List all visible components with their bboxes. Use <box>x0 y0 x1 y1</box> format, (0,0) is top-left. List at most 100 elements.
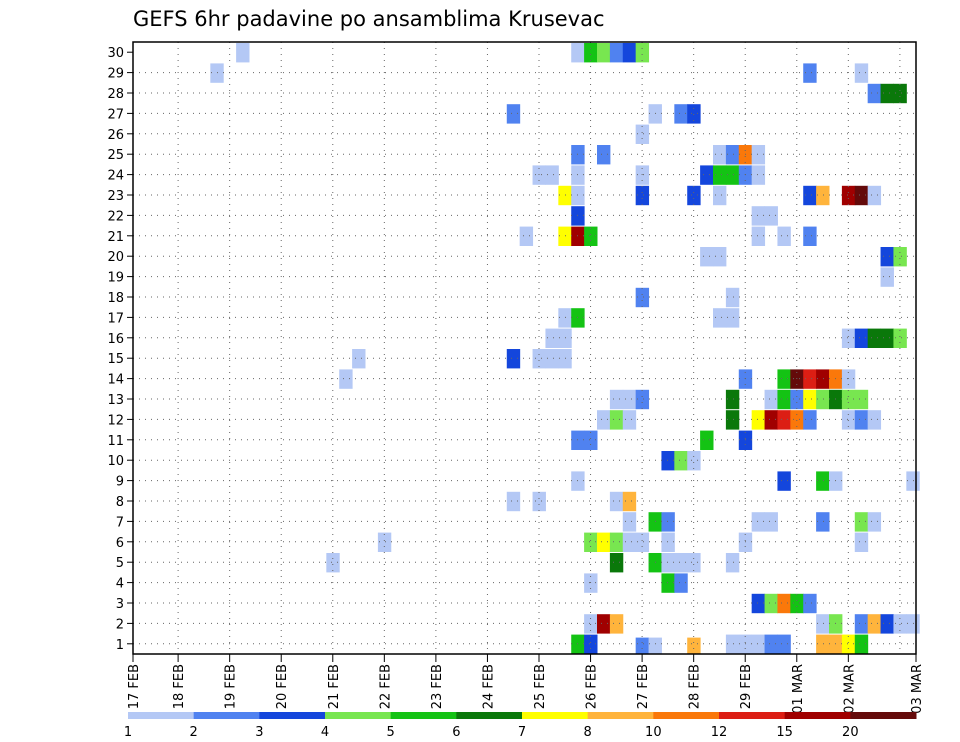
heatmap-cell <box>674 553 688 573</box>
heatmap-cell <box>880 267 894 287</box>
legend-label: 3 <box>255 725 263 740</box>
heatmap-cell <box>687 104 701 124</box>
y-tick-label: 28 <box>107 87 124 102</box>
x-tick-label: 25 FEB <box>533 664 548 709</box>
heatmap-cell <box>635 165 650 185</box>
heatmap-cell <box>803 226 817 246</box>
heatmap-cell <box>635 185 650 206</box>
heatmap-cell <box>880 614 894 634</box>
heatmap-cell <box>854 185 869 206</box>
heatmap-cell <box>674 573 688 593</box>
legend-swatch <box>456 712 523 719</box>
legend-label: 12 <box>711 725 728 740</box>
heatmap-cell <box>545 349 559 369</box>
x-tick-label: 22 FEB <box>378 664 393 709</box>
heatmap-cell <box>867 512 882 532</box>
heatmap-cell <box>687 451 701 471</box>
heatmap-cell <box>545 328 559 348</box>
legend-swatch <box>587 712 654 719</box>
heatmap-cell <box>532 165 546 185</box>
heatmap-cell <box>777 389 791 410</box>
heatmap-cell <box>584 226 598 246</box>
heatmap-cell <box>867 410 882 430</box>
heatmap-cell <box>674 451 688 471</box>
heatmap-cell <box>893 614 907 634</box>
heatmap-cell <box>377 532 392 552</box>
y-tick-label: 23 <box>107 189 124 204</box>
y-tick-label: 2 <box>116 617 124 632</box>
y-tick-label: 16 <box>107 332 124 347</box>
heatmap-cell <box>816 185 830 206</box>
heatmap-cell <box>584 634 598 654</box>
legend-swatch <box>259 712 326 719</box>
y-tick-label: 3 <box>116 597 124 612</box>
y-tick-label: 20 <box>107 250 124 265</box>
legend-swatch <box>325 712 392 719</box>
legend-label: 6 <box>452 725 460 740</box>
heatmap-cell <box>725 553 740 573</box>
y-tick-label: 21 <box>107 230 124 245</box>
heatmap-cell <box>816 634 830 654</box>
heatmap-cell <box>725 389 740 410</box>
y-tick-label: 6 <box>116 536 124 551</box>
heatmap-cell <box>893 83 907 104</box>
heatmap-cell <box>558 308 572 328</box>
heatmap-cell <box>751 593 766 614</box>
heatmap-cell <box>854 328 869 348</box>
heatmap-cell <box>751 634 766 654</box>
heatmap-cell <box>751 206 766 226</box>
legend-label: 20 <box>842 725 859 740</box>
heatmap-cell <box>816 512 830 532</box>
heatmap-cell <box>713 308 727 328</box>
x-tick-label: 20 FEB <box>275 664 290 709</box>
heatmap-cell <box>609 532 624 552</box>
heatmap-cell <box>687 637 701 654</box>
legend-swatch <box>522 712 589 719</box>
heatmap-cell <box>661 512 675 532</box>
x-tick-label: 18 FEB <box>172 664 187 709</box>
legend-swatch <box>128 712 195 719</box>
heatmap-cell <box>725 287 740 308</box>
heatmap-cell <box>854 63 869 83</box>
y-tick-label: 15 <box>107 352 124 367</box>
heatmap-cell <box>725 410 740 430</box>
heatmap-cell <box>584 532 598 552</box>
heatmap-cell <box>841 410 856 430</box>
heatmap-cell <box>326 553 340 573</box>
heatmap-cell <box>725 634 740 654</box>
heatmap-cell <box>713 145 727 165</box>
heatmap-cell <box>790 593 804 614</box>
heatmap-cell <box>713 165 727 185</box>
heatmap-cell <box>880 83 894 104</box>
heatmap-cell <box>880 328 894 348</box>
heatmap-cell <box>713 247 727 267</box>
heatmap-cell <box>854 532 869 552</box>
heatmap-cell <box>764 634 778 654</box>
heatmap-cell <box>751 410 766 430</box>
x-tick-label: 27 FEB <box>636 664 651 709</box>
legend-swatch <box>719 712 786 719</box>
heatmap-cell <box>661 553 675 573</box>
heatmap-cell <box>622 532 637 552</box>
heatmap-cell <box>597 43 611 63</box>
x-tick-label: 26 FEB <box>585 664 600 709</box>
legend-label: 1 <box>124 725 132 740</box>
heatmap-cell <box>609 389 624 410</box>
heatmap-cell <box>880 247 894 267</box>
y-tick-label: 4 <box>116 577 124 592</box>
heatmap-cell <box>867 83 882 104</box>
heatmap-cell <box>841 369 856 389</box>
heatmap-cell <box>571 43 585 63</box>
heatmap-cell <box>854 512 869 532</box>
heatmap-cell <box>764 206 778 226</box>
heatmap-cell <box>841 185 856 206</box>
heatmap-cell <box>584 614 598 634</box>
heatmap-cell <box>571 308 585 328</box>
legend-swatch <box>850 712 917 719</box>
y-tick-label: 7 <box>116 515 124 530</box>
y-tick-label: 17 <box>107 311 124 326</box>
heatmap-cell <box>764 389 778 410</box>
heatmap-cell <box>635 287 650 308</box>
x-tick-label: 17 FEB <box>127 664 142 709</box>
legend-swatch <box>390 712 457 719</box>
